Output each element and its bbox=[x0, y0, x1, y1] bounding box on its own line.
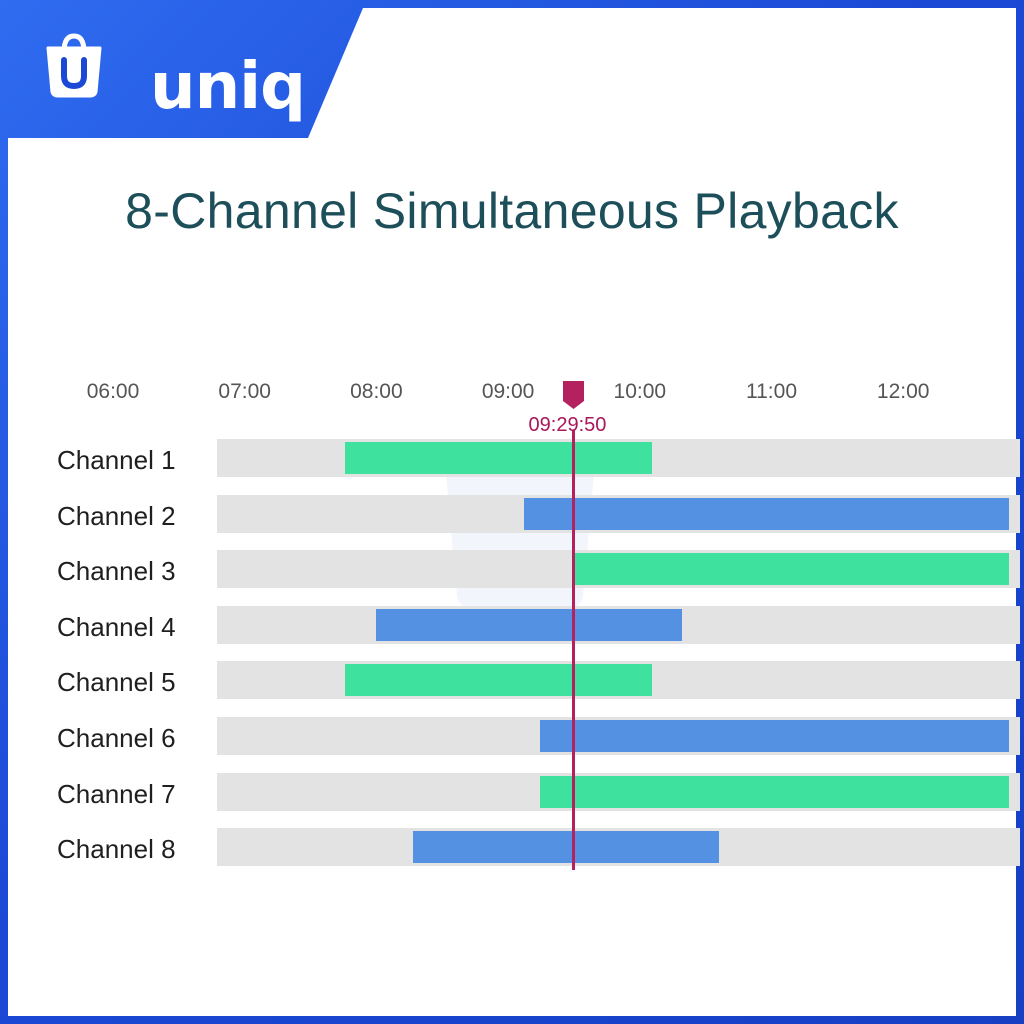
time-tick-label: 12:00 bbox=[876, 380, 930, 403]
channel-track[interactable] bbox=[217, 828, 1020, 867]
recording-segment-bar[interactable] bbox=[523, 497, 1009, 530]
channel-label: Channel 4 bbox=[57, 611, 176, 642]
channel-label: Channel 6 bbox=[57, 723, 176, 753]
channel-label: Channel 5 bbox=[57, 667, 176, 698]
recording-segment-bar[interactable] bbox=[376, 608, 682, 641]
playhead-line[interactable] bbox=[572, 430, 576, 870]
recording-segment-bar[interactable] bbox=[539, 720, 1009, 752]
brand-wordmark: uniq bbox=[150, 50, 306, 124]
channel-label: Channel 1 bbox=[57, 445, 176, 475]
channel-track[interactable] bbox=[217, 494, 1020, 533]
recording-segment-bar[interactable] bbox=[344, 664, 652, 697]
recording-segment-bar[interactable] bbox=[539, 775, 1009, 808]
channel-track[interactable] bbox=[217, 772, 1020, 811]
channel-label: Channel 3 bbox=[57, 556, 176, 587]
brand-logo: uniq bbox=[40, 30, 306, 119]
playhead-time-label: 09:29:50 bbox=[528, 414, 607, 436]
recording-segment-bar[interactable] bbox=[573, 553, 1009, 586]
recording-segment-bar[interactable] bbox=[344, 442, 652, 474]
channel-track[interactable] bbox=[217, 550, 1020, 589]
time-tick-label: 09:00 bbox=[481, 380, 535, 403]
time-tick-label: 10:00 bbox=[613, 380, 667, 403]
shopping-bag-icon bbox=[46, 33, 102, 98]
playhead-marker-icon[interactable] bbox=[563, 381, 585, 409]
time-tick-label: 08:00 bbox=[350, 380, 403, 403]
channel-track[interactable] bbox=[217, 661, 1020, 700]
channel-label: Channel 7 bbox=[57, 778, 176, 809]
time-tick-label: 07:00 bbox=[218, 380, 271, 403]
page-title: 8-Channel Simultaneous Playback bbox=[125, 183, 899, 239]
time-tick-label: 11:00 bbox=[746, 380, 797, 403]
channel-label: Channel 2 bbox=[57, 500, 176, 531]
channel-track[interactable] bbox=[217, 605, 1020, 644]
channel-label: Channel 8 bbox=[57, 834, 176, 865]
channel-track[interactable] bbox=[217, 717, 1020, 755]
time-tick-label: 06:00 bbox=[86, 380, 140, 403]
recording-segment-bar[interactable] bbox=[413, 831, 719, 864]
channel-track[interactable] bbox=[217, 439, 1020, 477]
